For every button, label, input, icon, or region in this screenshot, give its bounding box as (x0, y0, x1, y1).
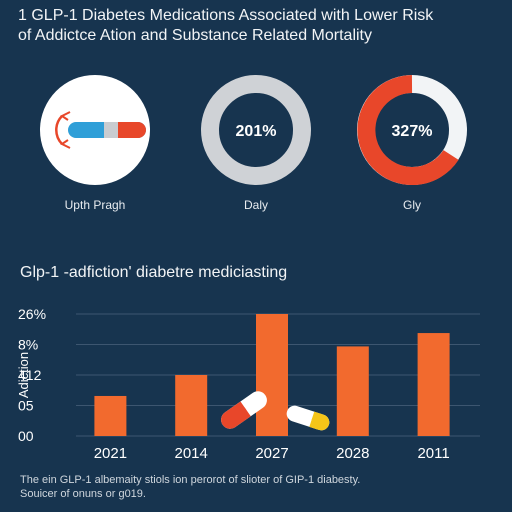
bar (336, 346, 369, 436)
y-tick-label: 412 (18, 367, 42, 383)
bar (256, 314, 288, 436)
donut-2-label: 327% (392, 123, 433, 140)
donut-chart-2: 327% (357, 75, 467, 185)
title-line-2: of Addictce Ation and Substance Related … (18, 27, 372, 44)
footnote-line-1: The ein GLP-1 albemaity stiols ion peror… (20, 474, 361, 486)
x-tick-label: 2011 (417, 445, 449, 462)
y-tick-label: 26% (18, 306, 46, 322)
pill-icon (40, 75, 150, 185)
donut-1-caption: Daly (243, 198, 268, 212)
donut-chart-1: 201% (201, 75, 311, 185)
x-tick-label: 2014 (175, 445, 208, 462)
bar (94, 395, 127, 436)
bar (175, 375, 208, 436)
icon-caption: Upth Pragh (64, 198, 126, 212)
y-tick-label: 00 (18, 428, 34, 444)
y-tick-label: 8% (18, 337, 38, 353)
x-tick-label: 2028 (336, 445, 369, 462)
y-axis-label: Adiction (16, 352, 31, 398)
footnote-line-2: Souicer of onuns or g019. (20, 488, 146, 500)
bar (417, 333, 450, 436)
title-line-1: 1 GLP-1 Diabetes Medications Associated … (18, 7, 434, 24)
donut-1-label: 201% (236, 123, 277, 140)
bar-chart: 00 05 412 8% 26% Adiction 2021 2014 2027 2028 2011 (16, 306, 480, 462)
x-tick-label: 2021 (94, 445, 127, 462)
x-tick-label: 2027 (255, 445, 288, 462)
section-title: Glp-1 -adfiction' diabetre mediciasting (20, 264, 288, 281)
pill-pair-icon (221, 391, 330, 431)
y-tick-label: 05 (18, 398, 34, 414)
top-infographic: 201% 327% (40, 75, 467, 185)
donut-2-caption: Gly (403, 198, 421, 212)
